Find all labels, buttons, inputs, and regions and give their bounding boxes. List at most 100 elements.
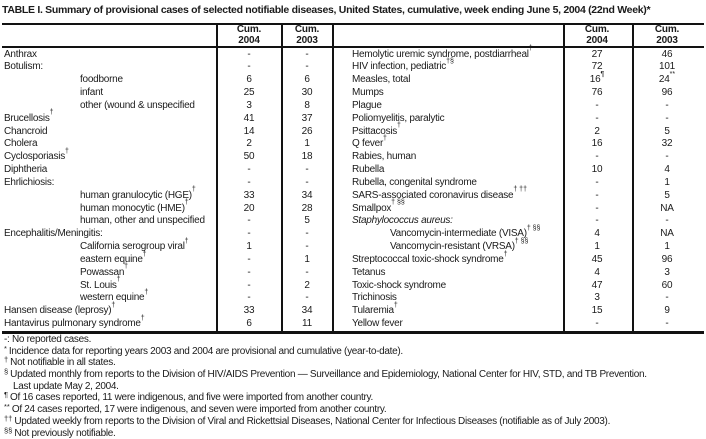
cum-2003-value: 34: [301, 189, 313, 201]
disease-label: Ehrlichiosis:: [4, 176, 55, 188]
cum-2004-value: -: [247, 279, 251, 291]
footnote-text: Not notifiable in all states.: [10, 357, 116, 369]
table-row: Staphylococcus aureus: - -: [0, 215, 706, 228]
disease-label: human monocytic (HME)†: [80, 199, 189, 214]
table-row: eastern equine† - 1: [0, 250, 706, 267]
footnote-marker: †: [4, 355, 9, 365]
cum-2003-value: NA: [660, 228, 674, 240]
table-row: Yellow fever - -: [0, 318, 706, 331]
cum-2003-value: -: [305, 176, 309, 188]
disease-label: Streptococcal toxic-shock syndrome†: [352, 250, 508, 265]
cum-2004-value: 4: [594, 228, 600, 240]
footnote-reference: † §§: [391, 199, 405, 207]
footnote-text: Last update May 2, 2004.: [13, 380, 119, 392]
cum-2004-value: 4: [594, 266, 600, 278]
disease-label: Staphylococcus aureus:: [352, 215, 453, 227]
footnotes: -: No reported cases. * Incidence data for…: [4, 334, 704, 439]
cum-2003-value: -: [305, 292, 309, 304]
cum-2003-value: 26: [301, 125, 313, 137]
disease-label: Q fever†: [352, 135, 387, 150]
cum-2004-value: -: [247, 61, 251, 73]
table-row: Encephalitis/Meningitis: - -: [0, 228, 706, 241]
disease-label: Trichinosis: [352, 292, 397, 304]
footnote-reference: †: [144, 289, 149, 297]
cum-2003-value: 2: [304, 279, 310, 291]
cum-2003-value: 18: [301, 151, 313, 163]
page-title: TABLE I. Summary of provisional cases of…: [2, 4, 651, 16]
disease-label: Anthrax: [4, 48, 37, 60]
cum-2004-value: -: [595, 112, 599, 124]
disease-label: Cholera: [4, 138, 38, 150]
footnote-reference: †: [191, 186, 196, 194]
disease-label: Brucellosis†: [4, 109, 54, 124]
cum-2003-value: 24**: [658, 70, 676, 86]
table-row: Streptococcal toxic-shock syndrome† 45 96: [0, 250, 706, 267]
footnote-line: † Not notifiable in all states.: [4, 355, 704, 369]
cum-2004-value: -: [247, 228, 251, 240]
disease-label: Hantavirus pulmonary syndrome†: [4, 314, 145, 330]
footnote-reference: †: [528, 45, 533, 53]
footnote-reference: †: [111, 301, 116, 309]
disease-label: Yellow fever: [352, 318, 403, 330]
table-row: Q fever† 16 32: [0, 135, 706, 151]
footnote-line: -: No reported cases.: [4, 334, 704, 346]
cum-2003-value: 5: [664, 125, 670, 137]
footnote-reference: †: [124, 263, 129, 271]
cum-2004-value: 25: [243, 87, 255, 99]
cum-2004-value: 16: [591, 138, 603, 150]
footnote-reference: ¶: [600, 70, 605, 78]
cum-2003-value: 30: [301, 87, 313, 99]
table-row: Powassan† - -: [0, 263, 706, 280]
table-row: Anthrax - -: [0, 49, 706, 62]
disease-label: Tetanus: [352, 266, 386, 278]
cum-2003-value: 5: [304, 215, 310, 227]
footnote-text: Of 24 cases reported, 17 were indigenous…: [11, 404, 387, 416]
table-row: Psittacosis† 2 5: [0, 122, 706, 139]
cum-2004-value: 2: [246, 138, 252, 150]
footnote-reference: †: [140, 314, 145, 322]
footnote-marker: ††: [4, 413, 13, 423]
cum-2004-value: -: [247, 266, 251, 278]
table-row: Diphtheria - -: [0, 164, 706, 177]
table-row: Vancomycin-intermediate (VISA)† §§ 4 NA: [0, 224, 706, 241]
footnote-line: Last update May 2, 2004.: [4, 381, 704, 393]
disease-label: Hemolytic uremic syndrome, postdiarrheal…: [352, 45, 533, 60]
table-row: Chancroid 14 26: [0, 126, 706, 139]
table-row: human, other and unspecified - 5: [0, 215, 706, 228]
table-row: Tetanus 4 3: [0, 267, 706, 280]
column-rule: [632, 23, 634, 334]
table-row: Measles, total 16¶ 24**: [0, 70, 706, 87]
cum-2004-value: 1: [246, 241, 252, 253]
footnote-reference: †: [383, 135, 387, 143]
cum-2004-value: 3: [594, 292, 600, 304]
column-header-label: Cum.: [654, 24, 680, 35]
column-header-year: 2004: [238, 34, 260, 46]
cum-2004-value: -: [595, 189, 599, 201]
footnote-reference: †: [64, 147, 69, 155]
cum-2003-value: 1: [664, 241, 670, 253]
disease-label: Encephalitis/Meningitis:: [4, 228, 103, 240]
disease-label: Cyclosporiasis†: [4, 147, 69, 163]
table-row: HIV infection, pediatric†§ 72 101: [0, 58, 706, 74]
table-top-rule: [2, 23, 704, 25]
disease-label: Diphtheria: [4, 164, 48, 176]
cum-2004-value: -: [595, 176, 599, 188]
footnote-line: †† Updated weekly from reports to the Div…: [4, 413, 704, 428]
disease-label: Chancroid: [4, 125, 48, 137]
footnote-reference: † §§: [526, 224, 541, 232]
cum-2004-value: -: [595, 215, 599, 227]
table-row: Mumps 76 96: [0, 87, 706, 100]
disease-label: human, other and unspecified: [80, 215, 205, 227]
footnote-reference: † §§: [514, 237, 529, 245]
cum-2004-value: 20: [243, 202, 255, 214]
cum-2003-value: -: [305, 48, 309, 60]
cum-2004-value: 2: [594, 125, 600, 137]
footnote-reference: †: [397, 122, 401, 130]
table-row: Vancomycin-resistant (VRSA)† §§ 1 1: [0, 237, 706, 254]
disease-label: eastern equine†: [80, 250, 147, 265]
cum-2004-value: 33: [243, 189, 255, 201]
column-rule: [281, 23, 283, 334]
cum-2004-value: 6: [246, 318, 252, 330]
table-row: Botulism: - -: [0, 61, 706, 74]
disease-label: Plague: [352, 99, 382, 111]
